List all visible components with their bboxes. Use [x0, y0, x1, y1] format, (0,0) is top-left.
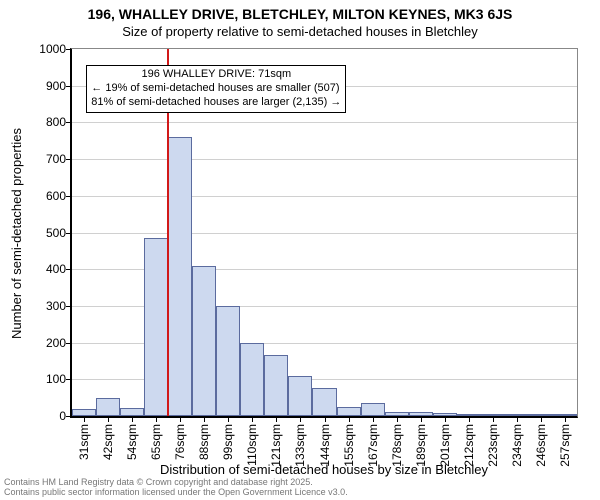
y-tick-label: 0 [26, 409, 66, 423]
histogram-bar [337, 407, 361, 416]
histogram-bar [240, 343, 264, 416]
y-tick-label: 700 [26, 152, 66, 166]
y-tick-mark [66, 122, 72, 123]
x-tick-label: 189sqm [414, 424, 428, 467]
y-tick-label: 900 [26, 79, 66, 93]
y-tick-label: 1000 [26, 42, 66, 56]
x-tick-mark [565, 416, 566, 422]
x-tick-label: 257sqm [558, 424, 572, 467]
y-tick-label: 300 [26, 299, 66, 313]
y-tick-label: 600 [26, 189, 66, 203]
x-tick-label: 133sqm [293, 424, 307, 467]
x-tick-mark [180, 416, 181, 422]
x-tick-mark [252, 416, 253, 422]
x-tick-mark [132, 416, 133, 422]
gridline [72, 122, 577, 123]
y-tick-label: 200 [26, 336, 66, 350]
x-tick-mark [228, 416, 229, 422]
annotation-line2: ← 19% of semi-detached houses are smalle… [91, 82, 341, 96]
x-tick-label: 167sqm [366, 424, 380, 467]
x-tick-label: 212sqm [462, 424, 476, 467]
histogram-bar [72, 409, 96, 416]
x-tick-label: 201sqm [438, 424, 452, 467]
gridline [72, 233, 577, 234]
x-tick-label: 54sqm [125, 424, 139, 460]
x-tick-mark [204, 416, 205, 422]
annotation-line3: 81% of semi-detached houses are larger (… [91, 96, 341, 110]
x-tick-mark [541, 416, 542, 422]
histogram-bar [192, 266, 216, 416]
y-tick-label: 500 [26, 226, 66, 240]
x-tick-label: 223sqm [486, 424, 500, 467]
x-tick-mark [325, 416, 326, 422]
x-tick-mark [349, 416, 350, 422]
x-axis-label: Distribution of semi-detached houses by … [70, 462, 578, 477]
histogram-bar [144, 238, 168, 416]
histogram-bar [361, 403, 385, 416]
x-tick-mark [300, 416, 301, 422]
x-tick-label: 31sqm [77, 424, 91, 460]
x-tick-mark [445, 416, 446, 422]
x-tick-mark [397, 416, 398, 422]
x-tick-mark [156, 416, 157, 422]
histogram-bar [168, 137, 192, 416]
y-tick-label: 400 [26, 262, 66, 276]
x-tick-label: 42sqm [101, 424, 115, 460]
x-tick-label: 88sqm [197, 424, 211, 460]
annotation-line1: 196 WHALLEY DRIVE: 71sqm [91, 68, 341, 82]
x-tick-label: 76sqm [173, 424, 187, 460]
y-tick-mark [66, 379, 72, 380]
histogram-bar [312, 388, 336, 416]
x-tick-mark [276, 416, 277, 422]
x-tick-mark [108, 416, 109, 422]
x-tick-label: 99sqm [221, 424, 235, 460]
x-tick-label: 110sqm [245, 424, 259, 466]
y-axis-label: Number of semi-detached properties [8, 48, 24, 418]
gridline [72, 196, 577, 197]
marker-annotation-box: 196 WHALLEY DRIVE: 71sqm ← 19% of semi-d… [86, 65, 346, 112]
y-tick-label: 800 [26, 115, 66, 129]
x-tick-mark [493, 416, 494, 422]
y-tick-mark [66, 196, 72, 197]
histogram-bar [216, 306, 240, 416]
x-tick-mark [469, 416, 470, 422]
gridline [72, 159, 577, 160]
x-tick-label: 65sqm [149, 424, 163, 460]
y-tick-mark [66, 233, 72, 234]
y-tick-mark [66, 416, 72, 417]
histogram-bar [96, 398, 120, 416]
x-tick-mark [421, 416, 422, 422]
x-tick-label: 121sqm [269, 424, 283, 467]
x-tick-label: 178sqm [390, 424, 404, 467]
x-tick-label: 155sqm [342, 424, 356, 467]
x-tick-mark [517, 416, 518, 422]
y-tick-mark [66, 49, 72, 50]
plot-area: 31sqm42sqm54sqm65sqm76sqm88sqm99sqm110sq… [70, 48, 578, 418]
footer-line2: Contains public sector information licen… [4, 488, 348, 498]
chart-container: 196, WHALLEY DRIVE, BLETCHLEY, MILTON KE… [0, 0, 600, 500]
x-tick-label: 234sqm [510, 424, 524, 467]
x-tick-label: 144sqm [318, 424, 332, 467]
y-tick-mark [66, 269, 72, 270]
y-tick-label: 100 [26, 372, 66, 386]
y-tick-mark [66, 343, 72, 344]
x-tick-label: 246sqm [534, 424, 548, 467]
histogram-bar [264, 355, 288, 416]
chart-title-line2: Size of property relative to semi-detach… [0, 24, 600, 39]
histogram-bar [120, 408, 144, 416]
footer-attribution: Contains HM Land Registry data © Crown c… [4, 478, 348, 498]
histogram-bar [288, 376, 312, 416]
y-tick-mark [66, 159, 72, 160]
y-tick-mark [66, 86, 72, 87]
y-tick-mark [66, 306, 72, 307]
chart-title-line1: 196, WHALLEY DRIVE, BLETCHLEY, MILTON KE… [0, 6, 600, 22]
x-tick-mark [373, 416, 374, 422]
x-tick-mark [84, 416, 85, 422]
